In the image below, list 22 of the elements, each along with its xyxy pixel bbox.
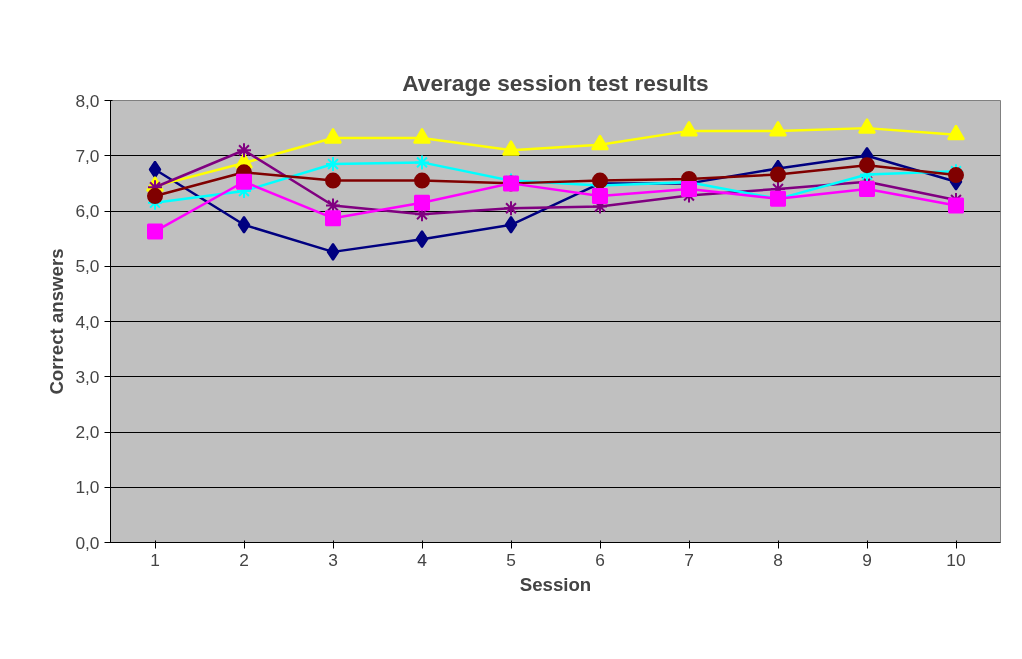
x-tick-label: 10 (946, 549, 966, 570)
x-axis-title: Session (519, 573, 592, 595)
y-tick-label: 1,0 (75, 477, 100, 498)
x-tick-label: 9 (862, 549, 872, 570)
y-tick-label: 8,0 (75, 90, 100, 111)
x-tick-label: 8 (773, 549, 783, 570)
chart-title: Average session test results (402, 69, 709, 96)
x-tick-label: 2 (239, 549, 249, 570)
y-tick-label: 5,0 (75, 256, 100, 277)
y-tick-label: 6,0 (75, 201, 100, 221)
x-tick-label: 6 (595, 549, 605, 570)
y-axis-title: Correct answers (46, 248, 68, 395)
y-tick-label: 2,0 (75, 422, 100, 442)
y-tick-label: 0,0 (75, 532, 100, 553)
x-tick-label: 1 (150, 549, 160, 570)
x-tick-label: 3 (328, 549, 338, 570)
y-tick-label: 3,0 (75, 366, 100, 387)
y-tick-label: 7,0 (75, 145, 100, 166)
x-tick-label: 4 (417, 549, 428, 570)
x-tick-label: 5 (506, 549, 516, 570)
x-tick-label: 7 (684, 549, 694, 570)
y-tick-label: 4,0 (75, 311, 100, 332)
